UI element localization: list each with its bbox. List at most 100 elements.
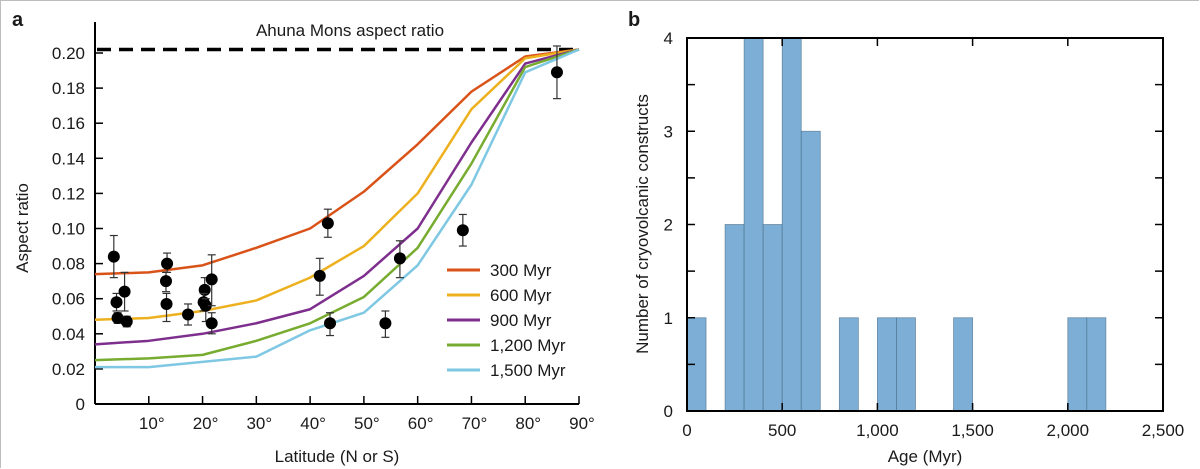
y-tick-label: 0.08 — [52, 255, 85, 274]
y-tick-label: 0.04 — [52, 325, 85, 344]
series-line-1500-myr — [95, 48, 580, 369]
histogram-bar — [1067, 317, 1088, 412]
legend-item: 900 Myr — [447, 311, 552, 330]
data-point — [393, 240, 406, 279]
point-marker — [205, 273, 218, 286]
legend-label: 600 Myr — [490, 286, 552, 305]
x-tick-label: 20° — [193, 414, 219, 433]
histogram-bar — [838, 317, 859, 412]
panel-a-label: a — [12, 9, 24, 31]
data-point — [205, 312, 218, 335]
x-tick-label: 90° — [569, 414, 595, 433]
panel-b-chart: Age (Myr) Number of cryovolcanic constru… — [633, 29, 1184, 466]
point-marker — [205, 317, 218, 330]
point-marker — [159, 275, 172, 288]
x-tick-label-b: 0 — [682, 421, 691, 440]
y-tick-label-b: 0 — [664, 402, 673, 421]
y-tick-label: 0.14 — [52, 149, 85, 168]
data-point — [182, 303, 195, 326]
histogram-bar — [762, 224, 783, 412]
y-tick-label: 0.10 — [52, 220, 85, 239]
point-marker — [182, 308, 195, 321]
point-marker — [198, 283, 211, 296]
data-point — [550, 45, 563, 100]
point-marker — [120, 315, 133, 328]
x-tick-label-b: 2,500 — [1142, 421, 1185, 440]
data-point — [107, 234, 120, 279]
point-marker — [160, 297, 173, 310]
y-axis-label: Aspect ratio — [13, 183, 32, 273]
point-marker — [111, 312, 124, 325]
x-tick-label: 60° — [408, 414, 434, 433]
series-line-600-myr — [94, 48, 580, 322]
legend-label: 1,200 Myr — [490, 336, 566, 355]
y-axis-label-b: Number of cryovolcanic constructs — [633, 94, 652, 354]
point-marker — [118, 285, 131, 298]
series-line-900-myr — [94, 48, 580, 346]
x-tick-label: 10° — [139, 414, 165, 433]
legend-item: 1,500 Myr — [447, 361, 566, 380]
data-point — [321, 208, 334, 238]
legend-label: 1,500 Myr — [490, 361, 566, 380]
x-tick-label: 50° — [354, 414, 380, 433]
data-point — [324, 312, 337, 337]
histogram-bar — [800, 130, 821, 412]
legend-item: 300 Myr — [447, 261, 552, 280]
point-marker — [161, 257, 174, 270]
panel-b-label: b — [628, 9, 640, 31]
data-point — [205, 254, 218, 307]
point-marker — [107, 250, 120, 263]
data-point — [118, 271, 131, 312]
y-tick-label: 0 — [76, 395, 85, 414]
y-tick-label: 0.18 — [52, 79, 85, 98]
data-point — [110, 292, 123, 312]
y-tick-label-b: 3 — [664, 122, 673, 141]
point-marker — [456, 224, 469, 237]
y-tick-label: 0.20 — [52, 44, 85, 63]
x-tick-label-b: 1,000 — [856, 421, 899, 440]
histogram-bar — [743, 37, 764, 412]
data-point — [111, 312, 124, 325]
data-point — [159, 271, 172, 293]
data-point — [313, 257, 326, 296]
point-marker — [379, 317, 392, 330]
y-tick-label-b: 4 — [664, 29, 673, 48]
y-tick-label-b: 1 — [664, 309, 673, 328]
data-point — [120, 315, 133, 328]
y-tick-label: 0.12 — [52, 184, 85, 203]
x-tick-label: 40° — [300, 414, 326, 433]
histogram-bar — [1086, 317, 1107, 412]
y-tick-label: 0.06 — [52, 290, 85, 309]
x-tick-label-b: 2,000 — [1047, 421, 1090, 440]
legend-item: 600 Myr — [447, 286, 552, 305]
series-line-300-myr — [94, 48, 580, 276]
histogram-bar — [781, 37, 802, 412]
panel-a-chart: Ahuna Mons aspect ratio Latitude (N or S… — [13, 21, 595, 466]
x-tick-label: 70° — [462, 414, 488, 433]
legend-label: 900 Myr — [490, 311, 552, 330]
legend-label: 300 Myr — [490, 261, 552, 280]
point-marker — [393, 252, 406, 265]
data-point — [456, 213, 469, 247]
y-tick-label: 0.16 — [52, 114, 85, 133]
series-line-1200-myr — [94, 48, 580, 362]
x-axis-label: Latitude (N or S) — [275, 447, 400, 466]
point-marker — [550, 66, 563, 79]
histogram-bar — [877, 317, 897, 412]
histogram-bar — [953, 317, 973, 412]
x-tick-label: 80° — [515, 414, 541, 433]
x-axis-label-b: Age (Myr) — [888, 447, 963, 466]
data-point — [379, 310, 392, 338]
histogram-bar — [724, 224, 745, 412]
x-tick-label-b: 1,500 — [951, 421, 994, 440]
y-tick-label: 0.02 — [52, 360, 85, 379]
x-tick-label: 30° — [246, 414, 272, 433]
data-point — [160, 292, 173, 323]
y-tick-label-b: 2 — [664, 216, 673, 235]
reference-line-label: Ahuna Mons aspect ratio — [256, 21, 444, 40]
point-marker — [324, 317, 337, 330]
legend-item: 1,200 Myr — [447, 336, 566, 355]
point-marker — [199, 299, 212, 312]
